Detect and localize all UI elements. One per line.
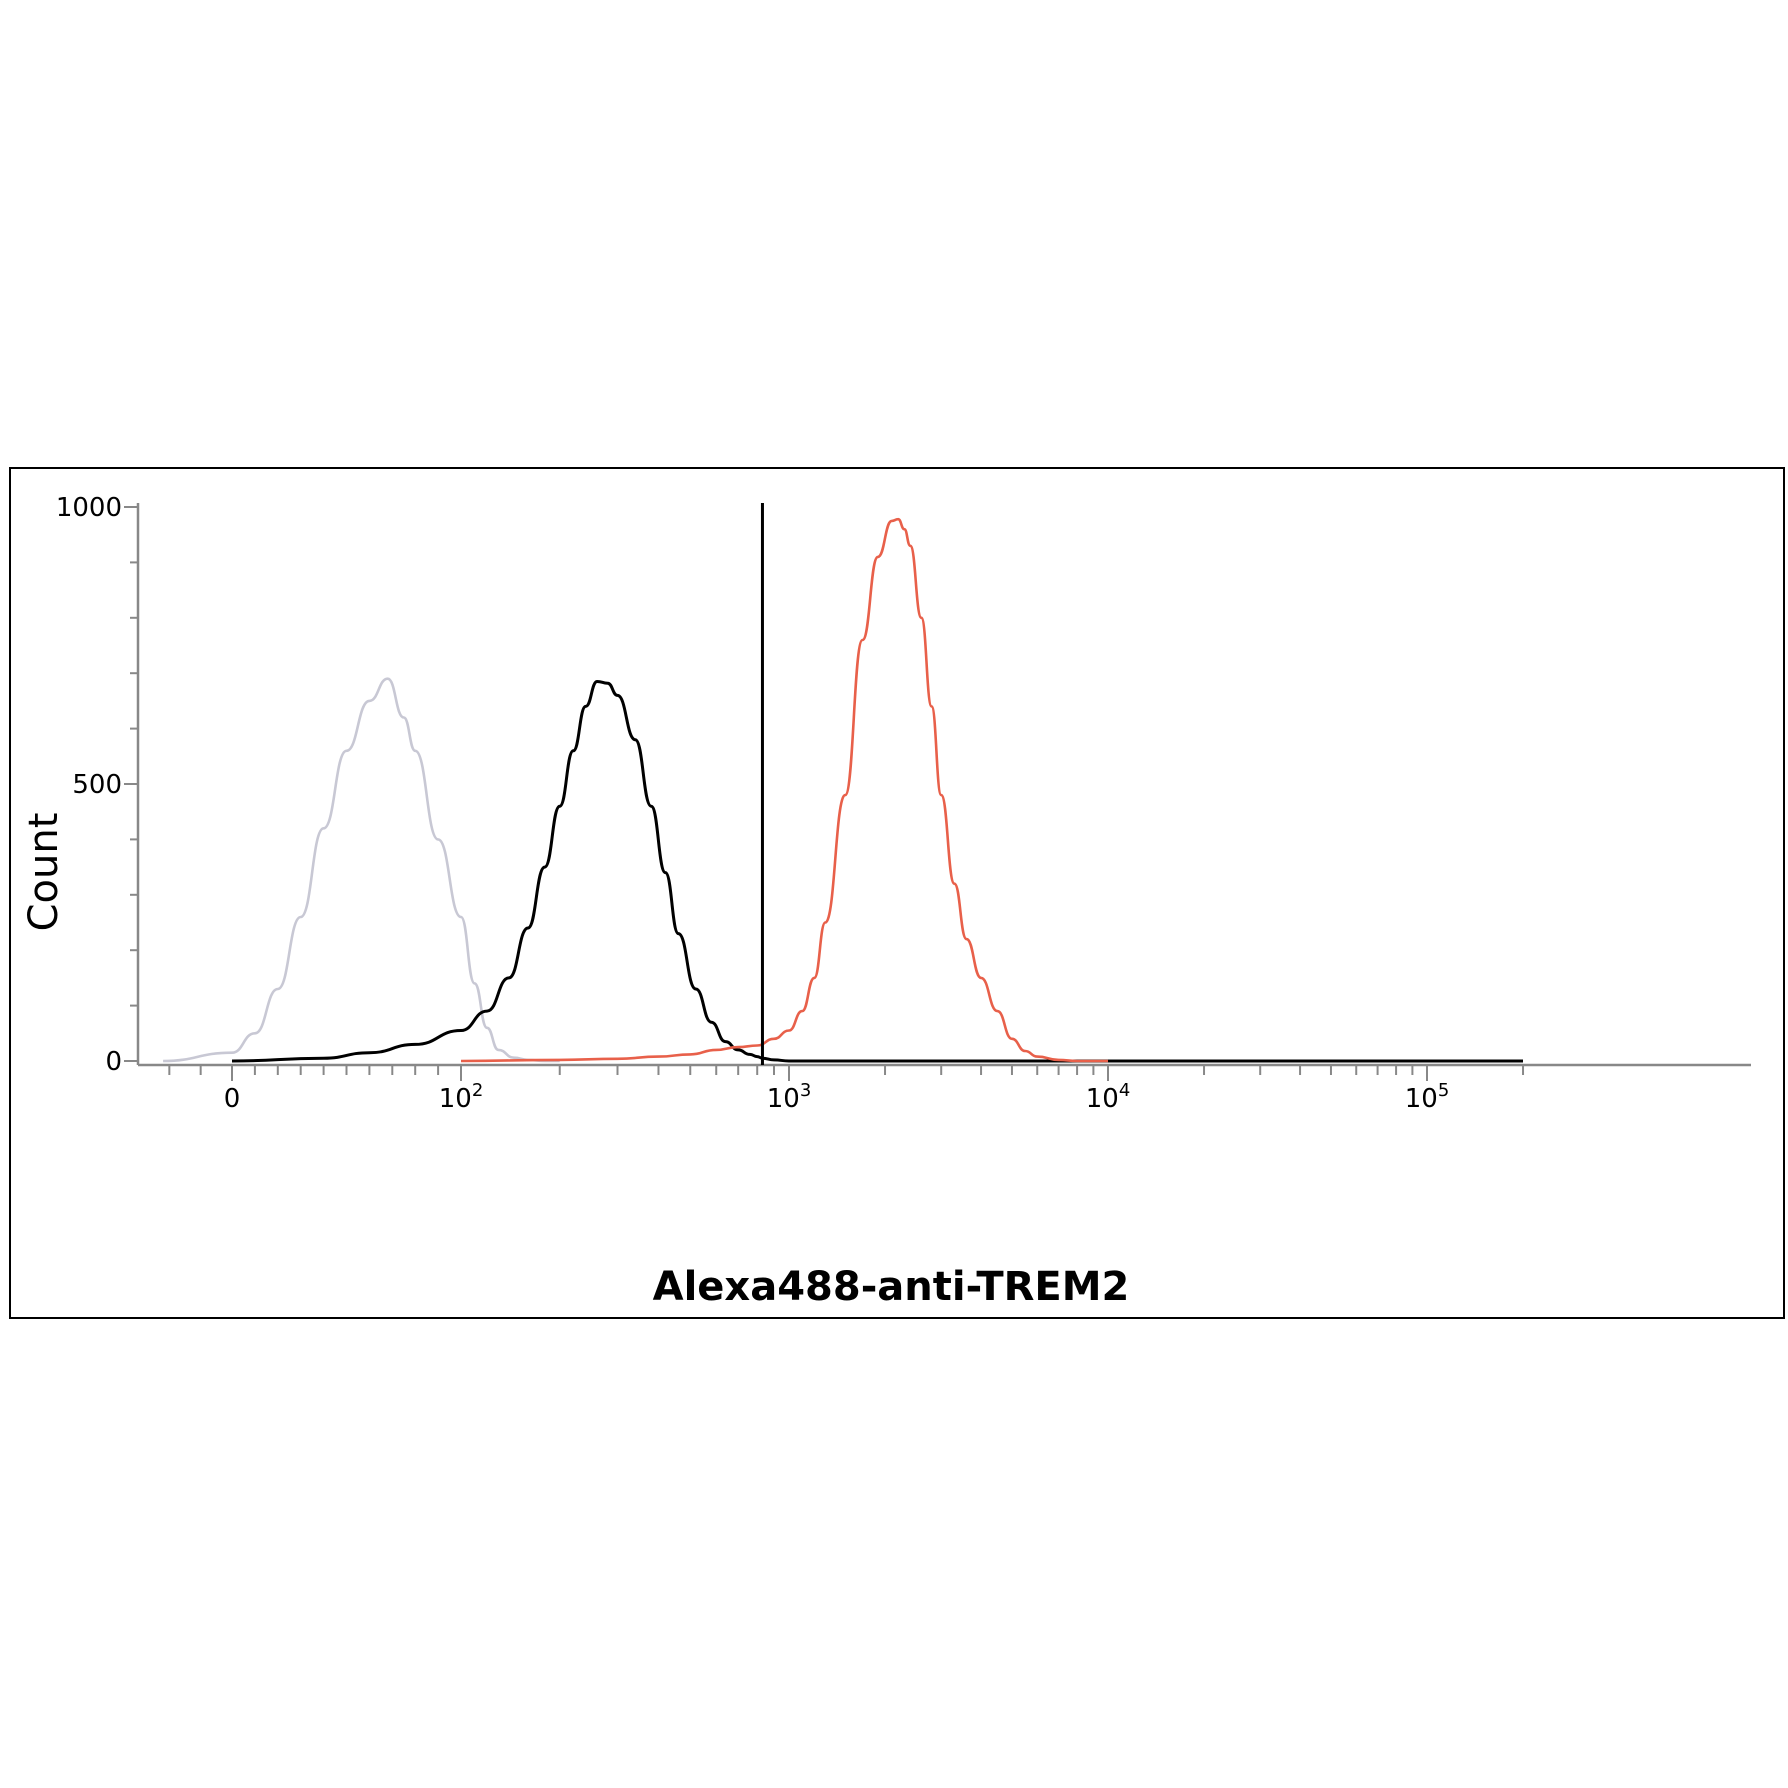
y-tick-label: 500: [72, 770, 122, 800]
x-axis-title: Alexa488-anti-TREM2: [653, 1264, 1130, 1310]
histogram-plot: 0 500 1000 0 102 103 104 105 Count Alexa488-ant…: [21, 493, 1751, 1310]
isotype-control-curve: [163, 677, 560, 1063]
chart-frame: 0 500 1000 0 102 103 104 105 Count Alexa488-ant…: [9, 467, 1785, 1319]
x-tick-label: 0: [224, 1084, 241, 1114]
y-tick-label: 0: [105, 1047, 122, 1077]
trem2-positive-curve: [460, 517, 1108, 1063]
x-tick-label: 105: [1405, 1080, 1450, 1114]
series-layer: [163, 517, 1523, 1063]
sample-curve: [231, 680, 1523, 1063]
axes: 0 500 1000 0 102 103 104 105: [56, 493, 1751, 1114]
y-tick-label: 1000: [56, 493, 122, 523]
x-tick-label: 103: [767, 1080, 812, 1114]
x-tick-label: 102: [439, 1080, 484, 1114]
x-tick-label: 104: [1086, 1080, 1131, 1114]
y-axis-title: Count: [21, 813, 67, 932]
